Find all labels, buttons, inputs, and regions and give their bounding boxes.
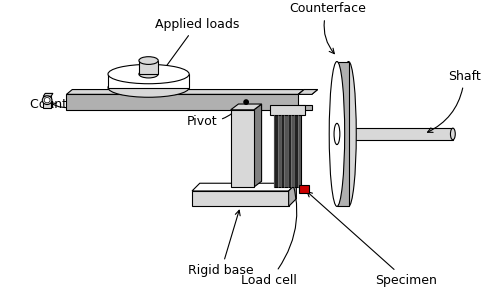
Polygon shape xyxy=(298,105,312,110)
FancyBboxPatch shape xyxy=(274,115,301,187)
FancyBboxPatch shape xyxy=(298,115,301,187)
Text: Pivot: Pivot xyxy=(186,105,240,128)
Text: Shaft: Shaft xyxy=(428,70,481,132)
FancyBboxPatch shape xyxy=(278,115,281,187)
FancyBboxPatch shape xyxy=(66,95,298,110)
Circle shape xyxy=(243,99,249,105)
Polygon shape xyxy=(192,183,296,191)
FancyBboxPatch shape xyxy=(348,128,453,140)
Polygon shape xyxy=(254,104,262,187)
FancyBboxPatch shape xyxy=(230,110,254,187)
Ellipse shape xyxy=(139,57,158,64)
Ellipse shape xyxy=(44,97,50,103)
Text: Load cell: Load cell xyxy=(242,172,298,287)
Text: Applied loads: Applied loads xyxy=(154,18,239,77)
Polygon shape xyxy=(230,104,262,110)
Polygon shape xyxy=(139,61,158,74)
Ellipse shape xyxy=(334,123,340,144)
Text: Counterface: Counterface xyxy=(289,2,366,54)
FancyBboxPatch shape xyxy=(44,96,51,108)
Ellipse shape xyxy=(42,96,52,105)
Polygon shape xyxy=(298,90,318,95)
Polygon shape xyxy=(288,183,296,206)
Ellipse shape xyxy=(450,128,456,140)
Text: Specimen: Specimen xyxy=(307,192,438,287)
Ellipse shape xyxy=(108,64,189,84)
Polygon shape xyxy=(44,93,53,96)
FancyBboxPatch shape xyxy=(284,115,288,187)
Ellipse shape xyxy=(341,62,356,206)
Polygon shape xyxy=(298,90,318,95)
Ellipse shape xyxy=(108,78,189,97)
FancyBboxPatch shape xyxy=(270,105,305,115)
Ellipse shape xyxy=(329,62,344,206)
Text: Counter weight: Counter weight xyxy=(30,99,126,112)
Ellipse shape xyxy=(139,70,158,78)
Polygon shape xyxy=(66,90,304,95)
Polygon shape xyxy=(337,62,348,206)
FancyBboxPatch shape xyxy=(291,115,294,187)
FancyBboxPatch shape xyxy=(300,185,309,193)
Polygon shape xyxy=(108,74,189,88)
Text: Rigid base: Rigid base xyxy=(188,210,254,277)
FancyBboxPatch shape xyxy=(192,191,288,206)
